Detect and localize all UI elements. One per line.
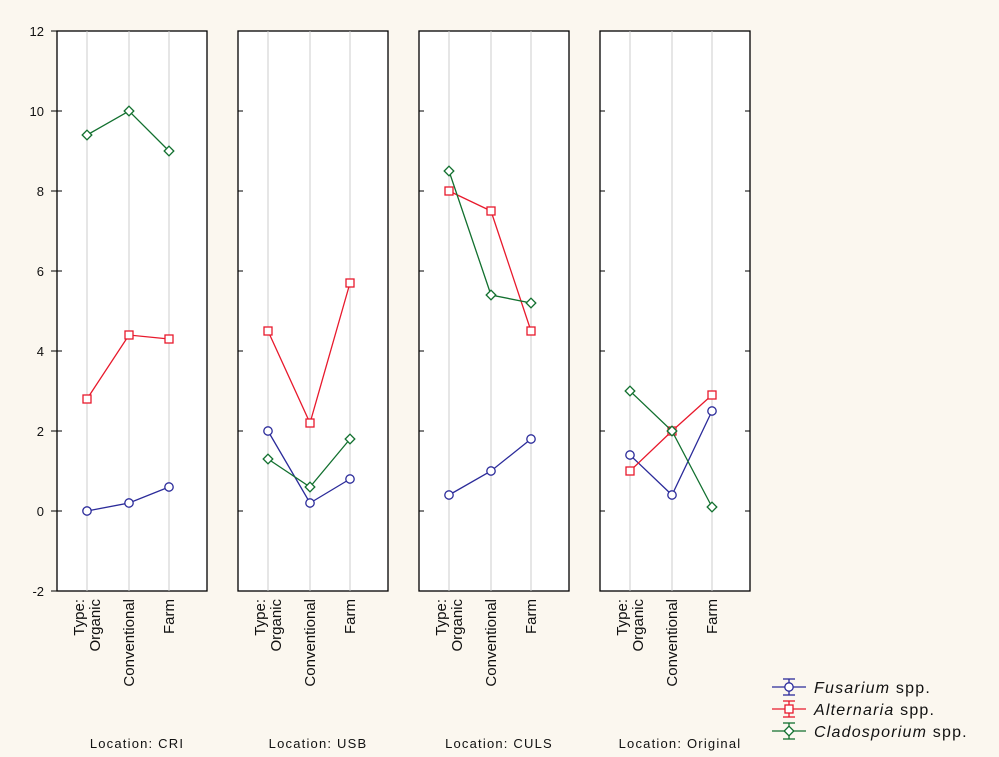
data-point	[262, 453, 274, 465]
panel-2: Type:Organic Conventional Farm Location: US…	[237, 30, 389, 751]
panel-location-label: Location: USB	[269, 736, 368, 751]
x-category-label: Conventional	[121, 599, 138, 687]
data-point	[124, 330, 134, 340]
legend-item: Cladosporium spp.	[772, 722, 968, 741]
data-point	[667, 490, 677, 500]
data-point	[525, 297, 537, 309]
panel-4: Type:Organic Conventional Farm Location: Or…	[599, 30, 751, 751]
panel-frame	[56, 30, 208, 592]
panel-location-label: Location: CULS	[445, 736, 553, 751]
chart-legend: Fusarium spp. Alternaria spp. Cladosporium…	[772, 678, 968, 741]
x-category-label: Type:Organic	[433, 599, 466, 652]
data-point	[706, 501, 718, 513]
legend-label: Fusarium spp.	[814, 680, 931, 697]
y-tick-label: 8	[37, 184, 44, 199]
data-point	[486, 466, 496, 476]
data-point	[305, 418, 315, 428]
data-point	[486, 206, 496, 216]
data-point	[526, 434, 536, 444]
legend-item: Fusarium spp.	[772, 678, 931, 697]
data-point	[625, 450, 635, 460]
y-tick-label: 0	[37, 504, 44, 519]
panel-frame	[237, 30, 389, 592]
x-category-label: Farm	[523, 599, 540, 634]
x-category-label: Type:Organic	[252, 599, 285, 652]
y-tick-label: 2	[37, 424, 44, 439]
data-point	[263, 326, 273, 336]
legend-label: Cladosporium spp.	[814, 724, 968, 741]
data-point	[444, 186, 454, 196]
data-point	[707, 390, 717, 400]
y-tick-label: 4	[37, 344, 44, 359]
x-category-label: Type:Organic	[71, 599, 104, 652]
data-point	[344, 433, 356, 445]
data-point	[164, 482, 174, 492]
legend-item: Alternaria spp.	[772, 700, 935, 719]
data-point	[444, 490, 454, 500]
y-tick-label: -2	[32, 584, 44, 599]
x-category-label: Type:Organic	[614, 599, 647, 652]
panel-frame	[599, 30, 751, 592]
data-point	[82, 394, 92, 404]
panel-location-label: Location: CRI	[90, 736, 184, 751]
legend-label: Alternaria spp.	[813, 702, 935, 719]
data-point	[163, 145, 175, 157]
panel-location-label: Location: Original	[619, 736, 742, 751]
panel-3: Type:Organic Conventional Farm Location: CU…	[418, 30, 570, 751]
x-category-label: Conventional	[664, 599, 681, 687]
data-point	[707, 406, 717, 416]
legend-marker-icon	[784, 682, 794, 692]
data-point	[304, 481, 316, 493]
y-axis: -2 0 2 4 6 8 10 12	[30, 24, 57, 599]
data-point	[345, 278, 355, 288]
x-category-label: Farm	[704, 599, 721, 634]
x-category-label: Conventional	[483, 599, 500, 687]
x-category-label: Farm	[161, 599, 178, 634]
y-tick-label: 12	[30, 24, 44, 39]
data-point	[305, 498, 315, 508]
y-tick-label: 10	[30, 104, 44, 119]
x-category-label: Farm	[342, 599, 359, 634]
data-point	[123, 105, 135, 117]
legend-marker-icon	[783, 725, 795, 737]
x-category-label: Conventional	[302, 599, 319, 687]
data-point	[624, 385, 636, 397]
data-point	[81, 129, 93, 141]
data-point	[666, 425, 678, 437]
data-point	[485, 289, 497, 301]
data-point	[263, 426, 273, 436]
data-point	[82, 506, 92, 516]
panel-1: Type:Organic Conventional Farm Location: CR…	[56, 30, 208, 751]
legend-marker-icon	[784, 704, 794, 714]
panel-frame	[418, 30, 570, 592]
data-point	[625, 466, 635, 476]
data-point	[526, 326, 536, 336]
y-tick-label: 6	[37, 264, 44, 279]
chart-panels: Type:Organic Conventional Farm Location: CR…	[56, 30, 751, 751]
data-point	[345, 474, 355, 484]
data-point	[124, 498, 134, 508]
data-point	[443, 165, 455, 177]
data-point	[164, 334, 174, 344]
